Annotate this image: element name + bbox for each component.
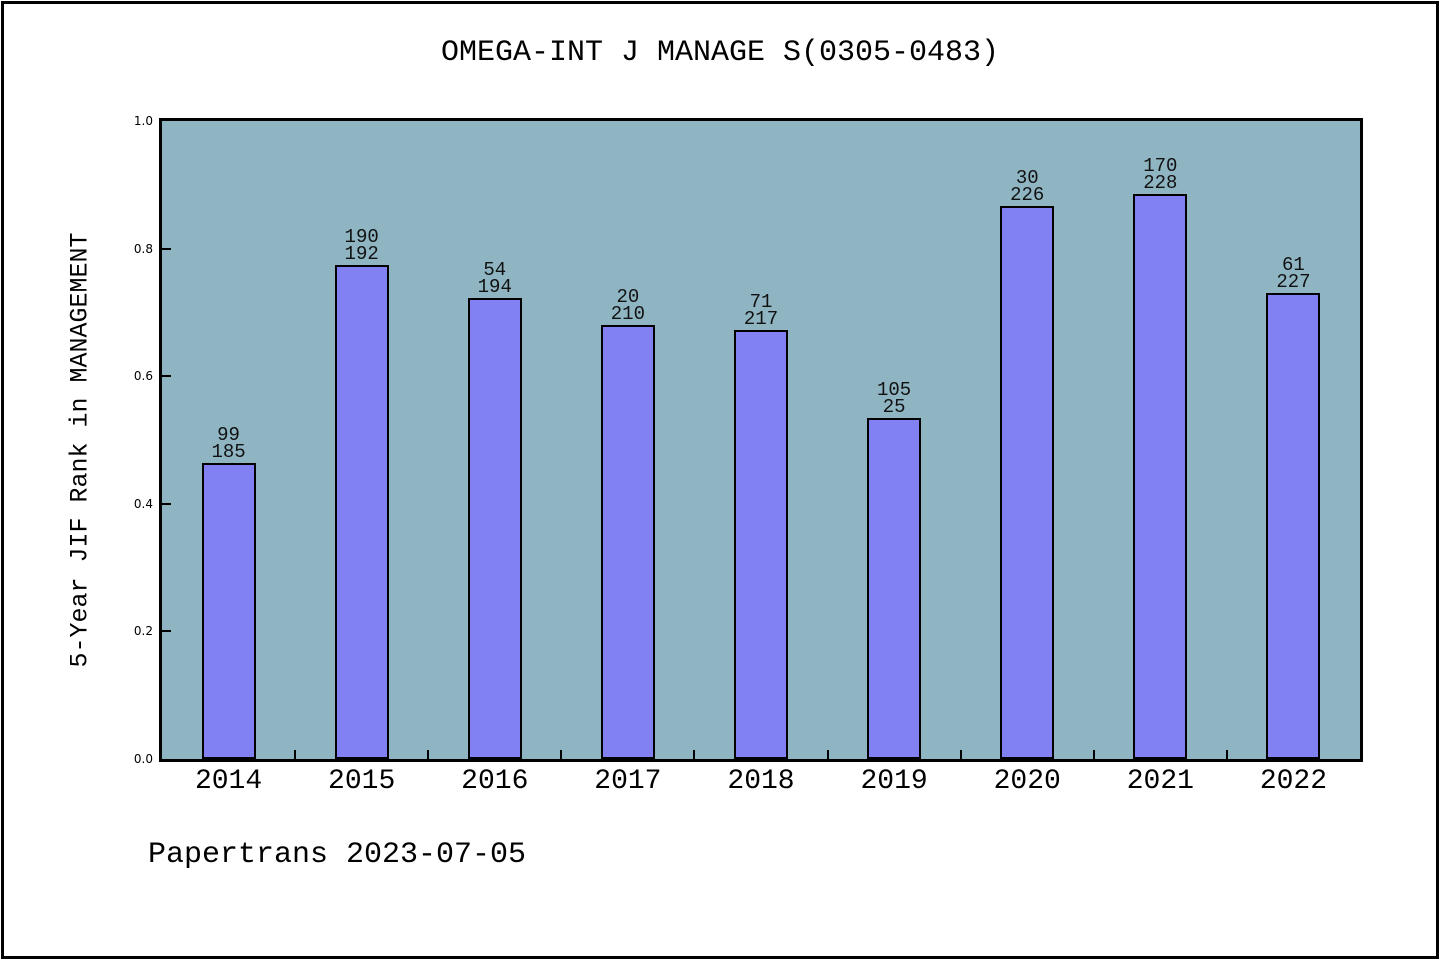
x-tick-label-2016: 2016 [461,766,529,797]
y-tick-label: 0.4 [133,496,153,511]
bar-value-label-2022: 61 227 [1276,254,1311,293]
bar-2014 [201,463,256,759]
x-tick-mark [693,750,696,759]
x-tick-label-2017: 2017 [594,766,662,797]
bar-value-line: 192 [344,242,379,265]
y-axis-ticks: 0.0 0.2 0.4 0.6 0.8 1.0 [0,114,153,766]
y-tick-label: 1.0 [133,114,153,128]
bar-value-label-2020: 30 226 [1010,167,1045,206]
x-tick-mark [560,750,563,759]
y-tick-mark [162,247,171,250]
bar-value-label-2021: 170 228 [1143,155,1178,194]
y-tick-label: 0.6 [133,369,153,384]
y-tick-mark [162,630,171,633]
y-tick-label: 0.2 [133,624,153,639]
bar-value-line: 217 [743,307,779,330]
bar-value-line: 105 [877,379,912,401]
bar-value-line: 71 [749,291,773,313]
x-tick-mark [294,750,297,759]
bar-value-line: 190 [344,226,379,248]
bar-value-label-2016: 54 194 [477,259,512,298]
footer-text: Papertrans 2023-07-05 [148,838,527,872]
x-axis-labels: 2014 2015 2016 2017 2018 2019 2020 2021 2022 [162,766,1360,806]
x-tick-mark [427,750,430,759]
y-tick-label: 0.8 [133,241,153,256]
x-tick-label-2022: 2022 [1259,766,1328,797]
x-tick-label-2021: 2021 [1126,766,1194,797]
x-tick-mark [1092,750,1095,759]
x-tick-label-2019: 2019 [860,766,928,797]
x-tick-label-2018: 2018 [727,766,795,797]
bar-2016 [467,298,522,759]
bar-2019 [867,418,922,759]
bar-value-line: 99 [217,424,240,446]
bar-value-line: 54 [483,259,507,281]
bar-2020 [1000,206,1055,759]
bar-value-label-2019: 105 25 [877,379,912,418]
bar-value-label-2014: 99 185 [211,424,246,463]
bar-value-line: 61 [1282,254,1305,276]
bar-value-label-2015: 190 192 [344,226,379,265]
x-tick-label-2015: 2015 [328,766,396,797]
plot-area: 99 185 190 192 54 194 20 210 71 217 105 25 30 226 170 2… [159,118,1363,762]
bar-2015 [334,265,389,759]
bar-value-line: 227 [1276,270,1311,293]
y-tick-label: 0.0 [133,752,153,766]
bar-value-line: 210 [610,302,645,325]
bar-2022 [1266,293,1321,759]
bar-value-line: 194 [477,275,512,298]
bar-value-line: 25 [882,395,906,418]
x-tick-mark [1225,750,1228,759]
bar-2018 [734,330,788,759]
y-tick-mark [162,502,171,505]
y-tick-mark [162,375,171,378]
bar-value-line: 30 [1015,167,1039,189]
bar-value-line: 20 [616,286,640,308]
bar-value-label-2018: 71 217 [743,291,779,330]
bar-value-line: 185 [211,440,246,463]
bar-2017 [600,325,655,759]
bar-2021 [1133,194,1188,759]
bar-value-label-2017: 20 210 [610,286,645,325]
bar-value-line: 228 [1143,171,1178,194]
bar-value-line: 170 [1143,155,1178,177]
x-tick-label-2020: 2020 [993,766,1061,797]
x-tick-mark [826,750,829,759]
bar-value-line: 226 [1010,183,1045,206]
x-tick-label-2014: 2014 [194,766,263,797]
chart-title: OMEGA-INT J MANAGE S(0305-0483) [440,36,1000,70]
x-tick-mark [959,750,962,759]
